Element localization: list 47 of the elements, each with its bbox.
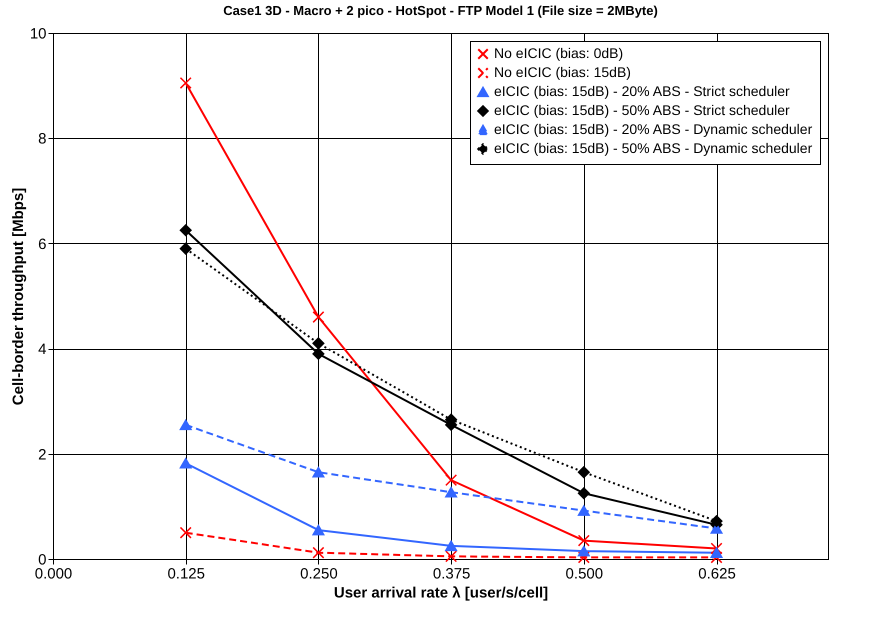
point: [710, 551, 723, 564]
point: [312, 524, 324, 536]
y-tick-label: 8: [38, 130, 46, 148]
point: [578, 466, 590, 478]
y-tick-label: 4: [38, 341, 46, 358]
x-tick-label: 0.500: [566, 566, 604, 582]
point: [710, 515, 723, 528]
chart-title: Case1 3D - Macro + 2 pico - HotSpot - FTP Model 1 (File size = 2MByte): [223, 3, 658, 18]
legend-label: No eICIC (bias: 15dB): [494, 64, 631, 80]
point: [710, 547, 723, 558]
point: [578, 546, 590, 556]
point: [578, 534, 590, 547]
point: [180, 242, 192, 255]
point: [312, 337, 324, 350]
point: [710, 542, 723, 554]
point: [445, 550, 458, 562]
legend-label: eICIC (bias: 15dB) - 20% ABS - Dynamic scheduler: [494, 121, 813, 137]
point: [445, 474, 458, 486]
point: [180, 526, 192, 539]
x-tick-label: 0.000: [34, 566, 72, 582]
legend-label: eICIC (bias: 15dB) - 50% ABS - Strict scheduler: [494, 102, 790, 118]
point: [312, 348, 324, 360]
x-tick-label: 0.250: [300, 566, 338, 582]
point: [578, 551, 590, 564]
x-tick-label: 0.375: [432, 566, 470, 582]
point: [578, 487, 590, 500]
point: [445, 486, 458, 498]
y-tick-label: 6: [38, 236, 46, 253]
x-tick-label: 0.625: [698, 566, 736, 582]
point: [578, 505, 590, 516]
y-tick-label: 10: [30, 26, 46, 42]
legend-label: eICIC (bias: 15dB) - 50% ABS - Dynamic scheduler: [494, 140, 813, 156]
y-axis-title: Cell-border throughput [Mbps]: [10, 188, 27, 406]
point: [312, 546, 324, 559]
point: [180, 224, 192, 236]
point: [312, 466, 324, 478]
x-axis-title: User arrival rate λ [user/s/cell]: [334, 584, 548, 602]
y-tick-label: 0: [38, 552, 46, 568]
point: [180, 458, 192, 469]
point: [180, 76, 192, 89]
point: [180, 420, 192, 430]
x-tick-label: 0.125: [167, 566, 205, 582]
point: [445, 540, 458, 552]
legend-label: eICIC (bias: 15dB) - 20% ABS - Strict scheduler: [494, 83, 790, 99]
point: [312, 311, 324, 324]
legend-label: No eICIC (bias: 0dB): [494, 45, 624, 61]
y-tick-label: 2: [38, 446, 46, 464]
